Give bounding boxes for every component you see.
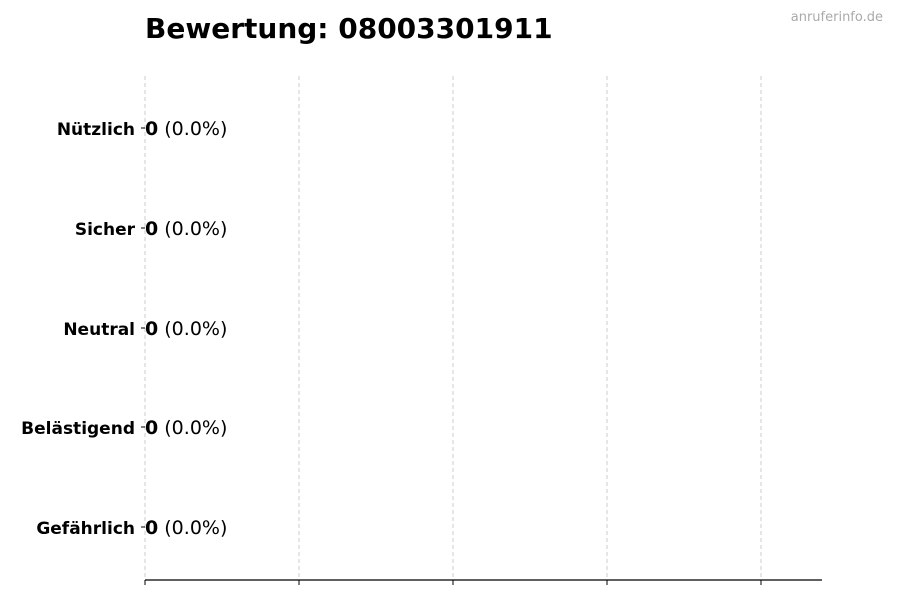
data-label-value: 0 bbox=[145, 118, 158, 140]
data-label-percent: (0.0%) bbox=[158, 118, 227, 140]
data-label: 0 (0.0%) bbox=[145, 218, 227, 240]
labels: Nützlich 0 (0.0%) Sicher 0 (0.0%) Neutral 0 (… bbox=[21, 118, 227, 539]
data-label: 0 (0.0%) bbox=[145, 417, 227, 439]
data-label: 0 (0.0%) bbox=[145, 318, 227, 340]
data-label-percent: (0.0%) bbox=[158, 517, 227, 539]
data-label-percent: (0.0%) bbox=[158, 218, 227, 240]
data-label-value: 0 bbox=[145, 318, 158, 340]
y-tick-label: Belästigend bbox=[21, 419, 135, 439]
y-tick-label: Nützlich bbox=[57, 120, 135, 140]
data-label: 0 (0.0%) bbox=[145, 118, 227, 140]
axes bbox=[141, 127, 822, 585]
data-label-value: 0 bbox=[145, 218, 158, 240]
data-label-percent: (0.0%) bbox=[158, 417, 227, 439]
grid-lines bbox=[144, 76, 762, 580]
y-tick-label: Sicher bbox=[75, 220, 136, 240]
y-tick-label: Neutral bbox=[63, 320, 135, 340]
data-label: 0 (0.0%) bbox=[145, 517, 227, 539]
chart-title: Bewertung: 08003301911 bbox=[145, 12, 553, 45]
watermark: anruferinfo.de bbox=[790, 10, 883, 25]
y-tick-label: Gefährlich bbox=[36, 519, 135, 539]
data-label-percent: (0.0%) bbox=[158, 318, 227, 340]
data-label-value: 0 bbox=[145, 417, 158, 439]
data-label-value: 0 bbox=[145, 517, 158, 539]
